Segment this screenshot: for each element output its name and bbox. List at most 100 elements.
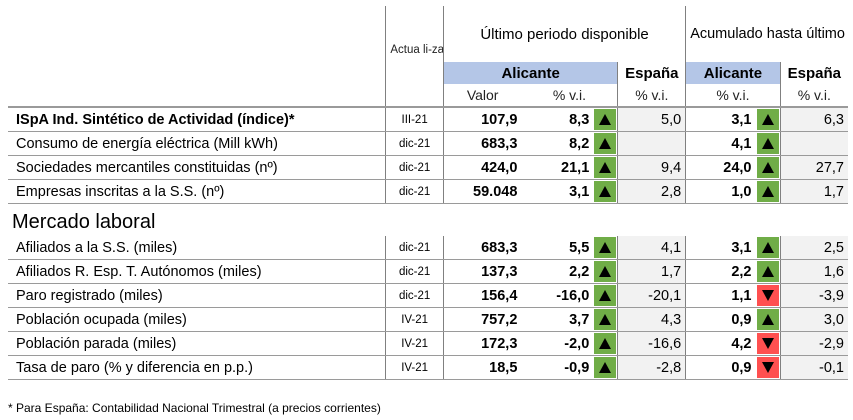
- row-label: Afiliados R. Esp. T. Autónomos (miles): [8, 259, 386, 284]
- row-update: dic-21: [385, 283, 444, 308]
- header-pct-vi-acum: % v.i.: [685, 84, 781, 107]
- header-pct-vi-espana: % v.i.: [617, 84, 686, 107]
- trend-up-icon: [594, 309, 617, 330]
- acum-trend-indicator: [755, 155, 781, 180]
- row-spain-acum-pct: [779, 131, 848, 156]
- triangle-up-icon: [761, 314, 774, 325]
- header-row-units: Valor % v.i. % v.i. % v.i. % v.i.: [8, 84, 848, 107]
- row-spain-pct: 2,8: [617, 179, 686, 204]
- row-update: dic-21: [385, 179, 444, 204]
- row-pct-vi: 8,2: [521, 131, 594, 156]
- trend-indicator: [593, 106, 618, 132]
- row-acum-pct: 3,1: [685, 106, 756, 132]
- footnote: * Para España: Contabilidad Nacional Tri…: [8, 401, 381, 415]
- triangle-up-icon: [599, 362, 612, 373]
- header-pct-vi: % v.i.: [552, 87, 587, 103]
- table-row: ISpA Ind. Sintético de Actividad (índice…: [8, 106, 848, 132]
- row-value: 59.048: [442, 179, 522, 204]
- row-spain-acum-pct: 1,7: [779, 179, 848, 204]
- row-spain-pct: [617, 131, 686, 156]
- row-spain-pct: -2,8: [617, 355, 686, 380]
- row-update: III-21: [385, 106, 444, 132]
- triangle-up-icon: [761, 138, 774, 149]
- row-value: 107,9: [442, 106, 522, 132]
- row-spain-acum-pct: -3,9: [779, 283, 848, 308]
- row-acum-pct: 0,9: [685, 355, 756, 380]
- triangle-up-icon: [761, 162, 774, 173]
- triangle-down-icon: [761, 338, 774, 349]
- row-acum-pct: 3,1: [685, 236, 756, 260]
- row-value: 683,3: [442, 131, 522, 156]
- row-spain-acum-pct: 27,7: [779, 155, 848, 180]
- row-pct-vi: -0,9: [521, 355, 594, 380]
- trend-up-icon: [756, 237, 779, 258]
- row-spain-pct: 9,4: [617, 155, 686, 180]
- trend-up-icon: [756, 157, 779, 178]
- row-pct-vi: 5,5: [521, 236, 594, 260]
- table-row: Población parada (miles) IV-21 172,3 -2,0 -1…: [8, 331, 848, 356]
- table-row: Afiliados a la S.S. (miles) dic-21 683,3 5,…: [8, 236, 848, 260]
- trend-up-icon: [756, 181, 779, 202]
- row-label: Población ocupada (miles): [8, 307, 386, 332]
- trend-up-icon: [594, 133, 617, 154]
- row-value: 137,3: [442, 259, 522, 284]
- triangle-up-icon: [599, 242, 612, 253]
- row-acum-pct: 2,2: [685, 259, 756, 284]
- triangle-up-icon: [599, 138, 612, 149]
- triangle-up-icon: [761, 266, 774, 277]
- row-value: 424,0: [442, 155, 522, 180]
- triangle-up-icon: [761, 242, 774, 253]
- table-row: Empresas inscritas a la S.S. (nº) dic-21 5…: [8, 179, 848, 204]
- triangle-down-icon: [761, 290, 774, 301]
- trend-up-icon: [756, 261, 779, 282]
- row-value: 172,3: [442, 331, 522, 356]
- indicators-body: ISpA Ind. Sintético de Actividad (índice…: [8, 106, 848, 204]
- acum-trend-indicator: [755, 355, 781, 380]
- row-spain-acum-pct: 3,0: [779, 307, 848, 332]
- row-acum-pct: 0,9: [685, 307, 756, 332]
- header-row-region: Alicante España Alicante España: [8, 62, 848, 84]
- economic-indicators-table-wrapper: Actua li-zación Último periodo disponibl…: [8, 6, 848, 380]
- triangle-up-icon: [599, 266, 612, 277]
- row-value: 683,3: [442, 236, 522, 260]
- header-pct-vi-espana-acum: % v.i.: [779, 84, 848, 107]
- row-update: IV-21: [385, 355, 444, 380]
- trend-up-icon: [594, 357, 617, 378]
- row-label: Empresas inscritas a la S.S. (nº): [8, 179, 386, 204]
- acum-trend-indicator: [755, 179, 781, 204]
- economic-indicators-table: Actua li-zación Último periodo disponibl…: [8, 6, 848, 380]
- acum-trend-indicator: [755, 331, 781, 356]
- trend-up-icon: [756, 109, 779, 130]
- row-label: Población parada (miles): [8, 331, 386, 356]
- row-acum-pct: 4,1: [685, 131, 756, 156]
- row-pct-vi: -2,0: [521, 331, 594, 356]
- trend-indicator: [593, 236, 618, 260]
- header-row-top: Actua li-zación Último periodo disponibl…: [8, 6, 848, 62]
- triangle-up-icon: [599, 314, 612, 325]
- triangle-down-icon: [761, 362, 774, 373]
- header-alicante: Alicante: [442, 62, 618, 84]
- row-acum-pct: 1,1: [685, 283, 756, 308]
- row-acum-pct: 4,2: [685, 331, 756, 356]
- trend-up-icon: [594, 237, 617, 258]
- row-pct-vi: 21,1: [521, 155, 594, 180]
- row-pct-vi: 3,1: [521, 179, 594, 204]
- table-row: Tasa de paro (% y diferencia en p.p.) IV-…: [8, 355, 848, 380]
- trend-indicator: [593, 155, 618, 180]
- trend-indicator: [593, 259, 618, 284]
- row-spain-pct: 5,0: [617, 106, 686, 132]
- triangle-up-icon: [599, 114, 612, 125]
- row-spain-pct: 4,3: [617, 307, 686, 332]
- row-spain-pct: -16,6: [617, 331, 686, 356]
- row-value: 156,4: [442, 283, 522, 308]
- trend-up-icon: [756, 133, 779, 154]
- row-spain-acum-pct: 1,6: [779, 259, 848, 284]
- row-acum-pct: 24,0: [685, 155, 756, 180]
- row-label: Paro registrado (miles): [8, 283, 386, 308]
- section-title: Mercado laboral: [12, 210, 156, 233]
- header-espana: España: [617, 62, 686, 84]
- row-label: Sociedades mercantiles constituidas (nº): [8, 155, 386, 180]
- table-row: Afiliados R. Esp. T. Autónomos (miles) di…: [8, 259, 848, 284]
- row-spain-acum-pct: 2,5: [779, 236, 848, 260]
- triangle-up-icon: [599, 290, 612, 301]
